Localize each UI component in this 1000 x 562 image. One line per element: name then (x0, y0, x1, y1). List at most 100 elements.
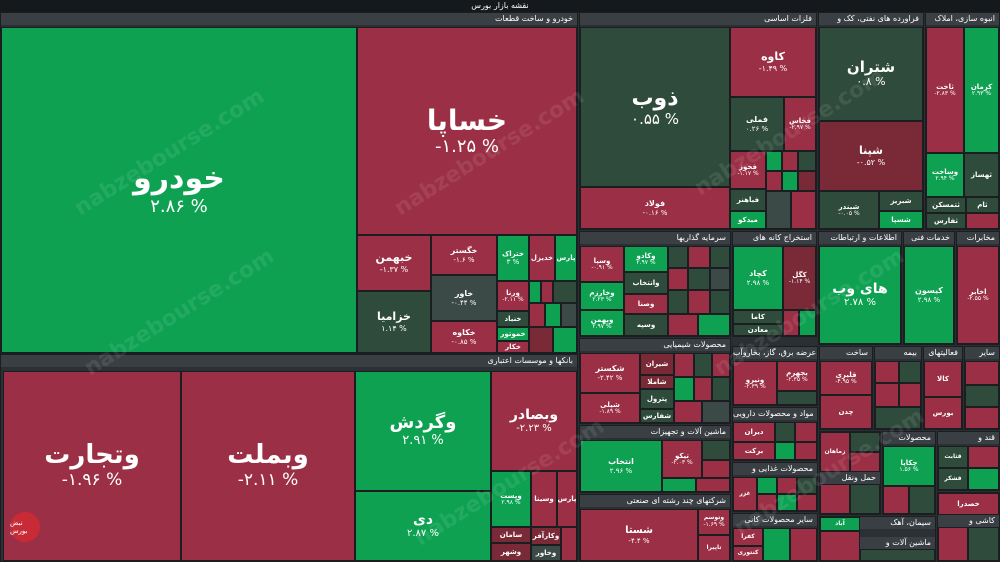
tile-shapdr[interactable]: شاملا (640, 375, 674, 389)
tile-vsakht[interactable]: وساخت ۲.۹۴ % (926, 153, 964, 197)
tile-khbahman[interactable]: خبهمن -۱.۳۷ % (357, 235, 431, 291)
minor-tile[interactable] (968, 527, 999, 561)
sector-ceramic[interactable]: خصدرا کاشی و (937, 492, 1000, 562)
minor-tile[interactable] (798, 151, 816, 171)
tile-vkado[interactable]: وکادو ۲.۹۷ % (624, 246, 668, 272)
sector-invest[interactable]: سرمایه گذاریها وسپا -۰.۹۱ % وکادو ۲.۹۷ %… (579, 231, 731, 337)
minor-tile[interactable] (965, 385, 999, 407)
tile-bojam[interactable]: بجهرم -۲.۳۵ % (777, 361, 817, 391)
sector-drugs[interactable]: مواد و محصولات دارویی دیران برکت (732, 407, 818, 461)
sector-power[interactable]: عرضه برق، گاز، بخاروآب ونیرو -۲.۳۹ % بجه… (732, 346, 818, 406)
minor-tile[interactable] (702, 440, 730, 460)
tile-parsan[interactable]: پارس (555, 235, 577, 281)
tile-vnoder[interactable]: ونیرو -۲.۳۹ % (733, 361, 777, 405)
minor-tile[interactable] (820, 484, 850, 514)
minor-tile[interactable] (662, 478, 696, 492)
minor-tile[interactable] (529, 303, 545, 327)
minor-tile[interactable] (850, 484, 880, 514)
minor-tile[interactable] (674, 401, 702, 423)
tile-shbandar[interactable]: شبندر -۰.۰۵ % (819, 191, 879, 229)
sector-insurance[interactable]: بیمه (874, 346, 922, 430)
tile-vsena[interactable]: وصنا (624, 294, 668, 314)
minor-tile[interactable] (668, 246, 688, 268)
tile-sam[interactable]: ثام (966, 197, 999, 213)
tile-kafara[interactable]: کفرا (733, 528, 763, 546)
minor-tile[interactable] (674, 353, 694, 377)
minor-tile[interactable] (790, 528, 817, 561)
tile-khavar[interactable]: خاور -۰.۴۴ % (431, 275, 497, 321)
sector-realestate[interactable]: انبوه سازی، املاک ثاخت -۲.۸۳ % کرمان ۲.۹… (925, 12, 1000, 230)
tile-abad[interactable]: آباد (820, 517, 860, 531)
minor-tile[interactable] (909, 486, 935, 514)
minor-tile[interactable] (966, 213, 999, 229)
tile-midco[interactable]: میدکو (730, 211, 766, 229)
tile-barkat[interactable]: برکت (733, 442, 775, 460)
tile-khasapa2[interactable]: خصدرا (938, 493, 999, 515)
minor-tile[interactable] (710, 290, 730, 314)
minor-tile[interactable] (766, 191, 791, 229)
sector-banks[interactable]: بانکها و موسسات اعتباری وتجارت -۱.۹۶ % و… (0, 354, 578, 562)
minor-tile[interactable] (968, 446, 999, 468)
tile-shepli[interactable]: شپلی -۱.۸۹ % (580, 393, 640, 423)
tile-shasya[interactable]: شسپا (879, 211, 923, 229)
minor-tile[interactable] (795, 422, 817, 442)
sector-mining[interactable]: استخراج کانه های کچاد ۲.۹۸ % کگل -۱.۱۴ %… (732, 231, 817, 337)
minor-tile[interactable] (529, 327, 553, 353)
sector-eng[interactable]: خدمات فنی کیسون ۲.۹۸ % (903, 231, 955, 345)
minor-tile[interactable] (668, 268, 688, 290)
minor-tile[interactable] (529, 281, 541, 303)
sector-mid-mixed[interactable]: زماهان حمل ونقل (819, 431, 881, 515)
tile-zamareth[interactable]: زماهان (820, 432, 850, 472)
tile-akhaber[interactable]: اخابر -۲.۵۵ % (957, 246, 999, 344)
minor-tile[interactable] (553, 327, 577, 353)
minor-tile[interactable] (561, 527, 577, 561)
minor-tile[interactable] (968, 468, 999, 490)
minor-tile[interactable] (860, 549, 935, 561)
sector-construction[interactable]: ساخت قلیری -۴.۹۵ % چدن (819, 346, 873, 430)
tile-dobar[interactable]: دیران (733, 422, 775, 442)
minor-tile[interactable] (702, 401, 730, 423)
tile-karman[interactable]: کرمان ۲.۹۳ % (964, 27, 999, 153)
tile-vbmellat[interactable]: وبملت -۲.۱۱ % (181, 371, 355, 561)
sector-telecom[interactable]: مخابرات اخابر -۲.۵۵ % (956, 231, 1000, 345)
minor-tile[interactable] (777, 391, 817, 405)
minor-tile[interactable] (777, 494, 797, 511)
minor-tile[interactable] (899, 383, 921, 407)
sector-sugar[interactable]: قند و قثابت قشکر (937, 431, 1000, 491)
tile-khekaveh[interactable]: خکاوه -۰.۸۵ % (431, 321, 497, 353)
minor-tile[interactable] (791, 191, 816, 229)
tile-qsakht[interactable]: قلیری -۴.۹۵ % (820, 361, 872, 395)
minor-tile[interactable] (938, 527, 968, 561)
tile-vkhavar[interactable]: وخاور (531, 545, 561, 561)
minor-tile[interactable] (696, 478, 730, 492)
minor-tile[interactable] (820, 531, 860, 561)
tile-fkhouz[interactable]: فخوز -۱.۱۷ % (730, 151, 766, 189)
minor-tile[interactable] (850, 432, 880, 452)
minor-tile[interactable] (783, 310, 799, 336)
sector-food[interactable]: محصولات غذایی و غزر (732, 462, 818, 512)
tile-shiran[interactable]: شیران (640, 353, 674, 375)
tile-shatran[interactable]: شتران ۰.۸ % (819, 27, 923, 121)
sector-chem[interactable]: محصولات شیمیایی شکستر -۲.۴۲ % شپلی -۱.۸۹… (579, 338, 731, 424)
minor-tile[interactable] (757, 477, 777, 494)
tile-qalat[interactable]: قثابت (938, 446, 968, 468)
minor-tile[interactable] (777, 477, 797, 494)
tile-khzamia[interactable]: خزامیا ۱.۱۴ % (357, 291, 431, 353)
tile-qsafha[interactable]: قشکر (938, 468, 968, 490)
tile-petrol[interactable]: پترول (640, 389, 674, 409)
minor-tile[interactable] (875, 407, 921, 429)
tile-vsapa[interactable]: وسپا -۰.۹۱ % (580, 246, 624, 282)
sector-it[interactable]: اطلاعات و ارتباطات های وب ۲.۷۸ % (818, 231, 902, 345)
tile-khkar[interactable]: خکار (497, 341, 529, 353)
tile-shpna[interactable]: شپنا -۰.۵۲ % (819, 121, 923, 191)
tile-kegol[interactable]: کگل -۱.۱۴ % (783, 246, 816, 310)
sector-support[interactable]: فعالیتهای کالا بورس (923, 346, 963, 430)
tile-shfars[interactable]: شفارس (640, 409, 674, 423)
tile-vgardesh[interactable]: وگردش ۲.۹۱ % (355, 371, 491, 491)
minor-tile[interactable] (688, 290, 710, 314)
minor-tile[interactable] (688, 268, 710, 290)
tile-khtorak[interactable]: ختراک ۳ % (497, 235, 529, 281)
sector-oil[interactable]: فراورده های نفتی، کک و شتران ۰.۸ % شپنا … (818, 12, 924, 230)
minor-tile[interactable] (965, 361, 999, 385)
sector-other[interactable]: سایر (964, 346, 1000, 430)
